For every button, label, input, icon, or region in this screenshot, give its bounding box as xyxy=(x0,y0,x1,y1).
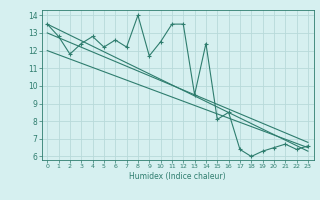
X-axis label: Humidex (Indice chaleur): Humidex (Indice chaleur) xyxy=(129,172,226,181)
